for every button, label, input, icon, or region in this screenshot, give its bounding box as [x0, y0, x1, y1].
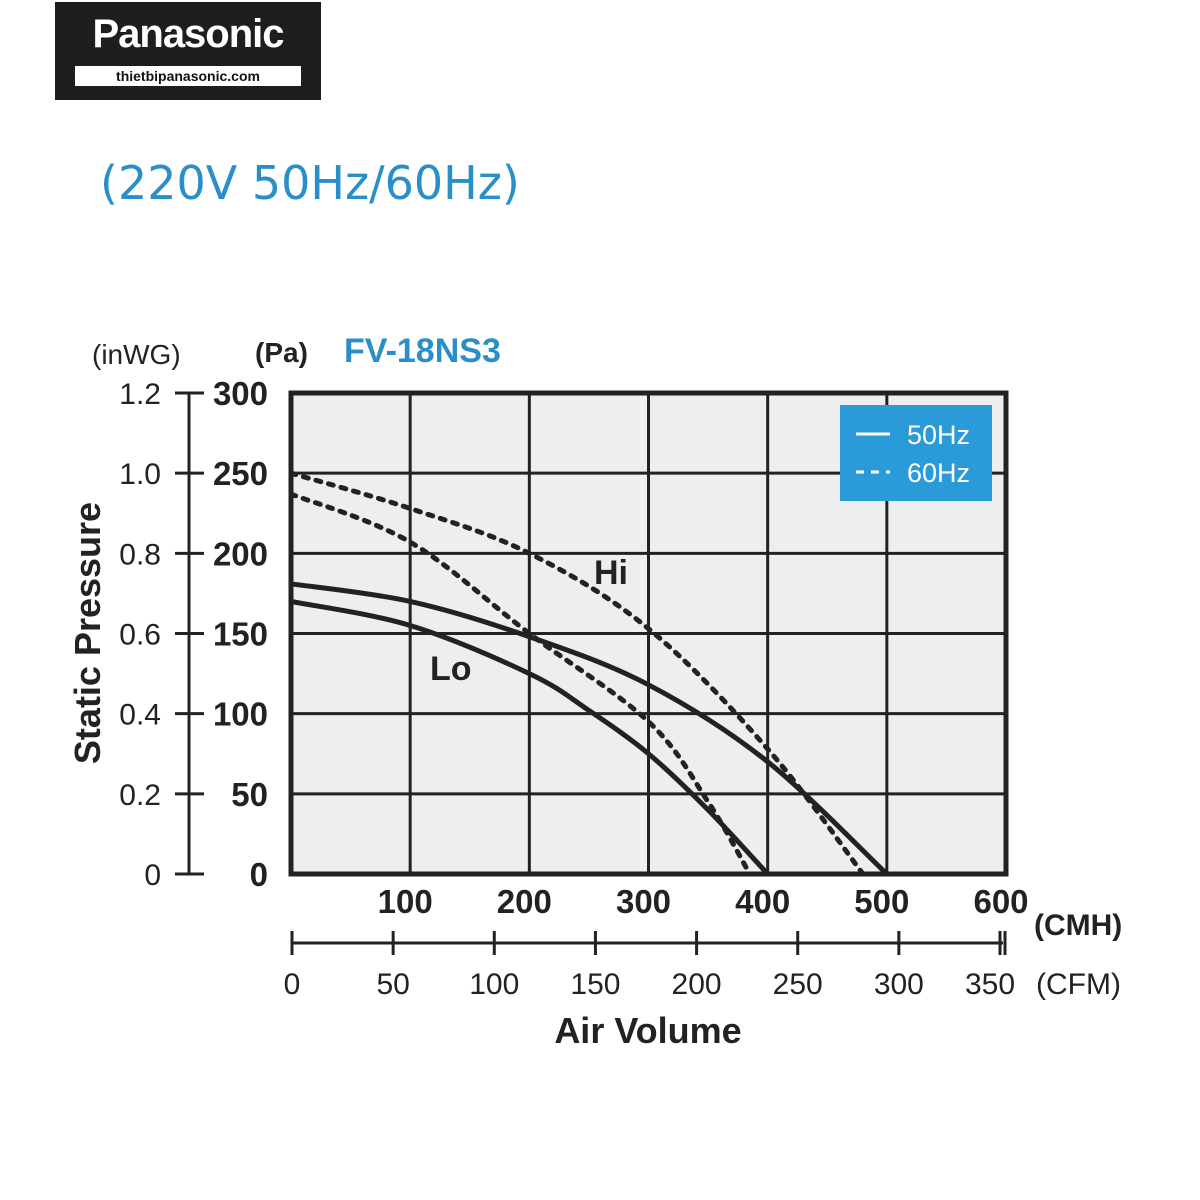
y-tick-label-pa: 150 [213, 616, 268, 653]
x-tick-label-cmh: 400 [735, 883, 790, 920]
y-tick-label-inwg: 1.2 [119, 378, 161, 411]
annotation-lo: Lo [430, 650, 472, 688]
x-unit-cmh: (CMH) [1034, 909, 1122, 942]
panasonic-logo: Panasonic thietbipanasonic.com [55, 2, 321, 100]
x-tick-label-cfm: 350 [965, 968, 1015, 1001]
x-tick-label-cfm: 250 [773, 968, 823, 1001]
x-unit-cfm: (CFM) [1036, 968, 1121, 1001]
x-axis-cfm-ticks: 0 50 100 150 200 250 300 350 [284, 931, 1015, 1001]
legend: 50Hz 60Hz [840, 405, 992, 501]
legend-box [840, 405, 992, 501]
y-tick-label-inwg: 0.8 [119, 538, 161, 571]
x-tick-label-cmh: 600 [973, 883, 1028, 920]
y-axis-ticks: 0 0 50 0.2 100 0.4 150 0.6 200 0.8 250 1.0 300 1.2 [119, 375, 268, 893]
y-tick-label-inwg: 0.4 [119, 699, 161, 732]
y-tick-label-inwg: 0.2 [119, 779, 161, 812]
voltage-subtitle: (220V 50Hz/60Hz) [100, 156, 520, 210]
x-tick-label-cfm: 300 [874, 968, 924, 1001]
x-tick-label-cfm: 0 [284, 968, 301, 1001]
y-axis-label: Static Pressure [67, 502, 108, 764]
x-tick-label-cfm: 50 [376, 968, 409, 1001]
y-tick-label-pa: 250 [213, 455, 268, 492]
curve-lo-60hz [288, 491, 753, 877]
x-tick-label-cfm: 200 [672, 968, 722, 1001]
y-tick-label-pa: 200 [213, 535, 268, 572]
y-tick-label-pa: 50 [231, 776, 268, 813]
x-tick-label-cmh: 200 [497, 883, 552, 920]
annotation-hi: Hi [594, 554, 628, 592]
x-tick-label-cfm: 150 [570, 968, 620, 1001]
y-tick-label-inwg: 0 [144, 859, 161, 892]
x-tick-label-cmh: 100 [378, 883, 433, 920]
plot-frame [288, 390, 1009, 877]
y-tick-label-pa: 0 [250, 856, 268, 893]
x-tick-label-cmh: 500 [854, 883, 909, 920]
curve-hi-60hz [288, 470, 866, 877]
logo-website: thietbipanasonic.com [75, 66, 301, 86]
curve-lo-50hz [290, 598, 770, 876]
x-axis-cmh-ticks: 100 200 300 400 500 600 [378, 883, 1029, 920]
y-unit-inwg: (inWG) [92, 339, 181, 370]
legend-label-60hz: 60Hz [907, 458, 970, 488]
y-tick-label-inwg: 0.6 [119, 619, 161, 652]
y-tick-label-pa: 300 [213, 375, 268, 412]
curves-group [288, 470, 889, 877]
y-tick-label-pa: 100 [213, 696, 268, 733]
y-unit-pa: (Pa) [255, 337, 308, 368]
legend-label-50hz: 50Hz [907, 420, 970, 450]
curve-hi-50hz [290, 581, 889, 876]
logo-wordmark: Panasonic [92, 12, 284, 56]
x-tick-label-cmh: 300 [616, 883, 671, 920]
x-axis-label: Air Volume [554, 1010, 741, 1051]
y-tick-label-inwg: 1.0 [119, 458, 161, 491]
x-tick-label-cfm: 100 [469, 968, 519, 1001]
chart-title: FV-18NS3 [344, 332, 501, 370]
